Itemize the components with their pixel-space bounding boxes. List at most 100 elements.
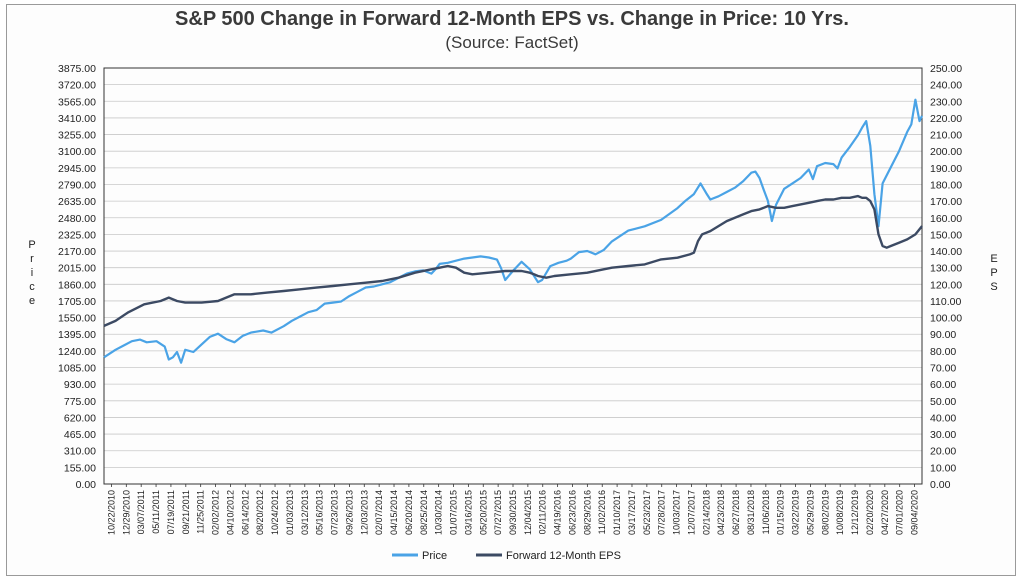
x-tick-label: 11/02/2016: [597, 490, 607, 534]
x-tick-label: 09/04/2020: [910, 490, 920, 535]
y-tick-right: 110.00: [930, 296, 961, 308]
x-tick-label: 12/12/2019: [850, 490, 860, 535]
eps-series-line: [103, 194, 923, 328]
left-axis-title-char: r: [30, 253, 34, 265]
right-axis-title-char: P: [990, 267, 997, 279]
y-tick-right: 20.00: [930, 446, 956, 458]
y-tick-left: 2480.00: [58, 213, 96, 225]
legend-price-label: Price: [422, 550, 447, 562]
y-tick-left: 465.00: [64, 429, 96, 441]
x-tick-label: 09/30/2015: [508, 490, 518, 535]
right-axis-title-char: S: [990, 281, 997, 293]
x-tick-label: 04/27/2020: [880, 490, 890, 535]
x-tick-label: 12/07/2017: [686, 490, 696, 535]
y-tick-left: 155.00: [64, 462, 96, 474]
y-tick-right: 240.00: [930, 80, 962, 92]
x-tick-label: 08/25/2014: [419, 490, 429, 535]
y-tick-left: 775.00: [64, 396, 96, 408]
y-tick-left: 2015.00: [58, 263, 96, 275]
x-tick-label: 07/28/2017: [657, 490, 667, 535]
x-tick-label: 05/16/2013: [315, 490, 325, 535]
x-tick-label: 02/02/2012: [211, 490, 221, 535]
x-tick-label: 03/07/2011: [136, 490, 146, 534]
x-tick-label: 07/19/2011: [166, 490, 176, 534]
x-tick-label: 04/19/2016: [553, 490, 563, 535]
x-tick-label: 06/20/2014: [404, 490, 414, 535]
x-tick-label: 05/23/2017: [642, 490, 652, 535]
y-tick-right: 70.00: [930, 363, 956, 375]
y-tick-right: 90.00: [930, 329, 956, 341]
y-tick-right: 140.00: [930, 246, 962, 258]
y-tick-right: 40.00: [930, 412, 956, 424]
legend-eps-label: Forward 12-Month EPS: [506, 550, 621, 562]
y-tick-right: 30.00: [930, 429, 956, 441]
y-tick-right: 150.00: [930, 229, 962, 241]
left-axis-title-char: i: [31, 267, 33, 279]
x-tick-label: 06/14/2012: [240, 490, 250, 535]
y-tick-left: 0.00: [76, 479, 97, 491]
x-tick-label: 07/01/2020: [895, 490, 905, 535]
y-tick-left: 2325.00: [58, 229, 96, 241]
y-tick-left: 310.00: [64, 446, 96, 458]
y-tick-left: 930.00: [64, 379, 96, 391]
x-tick-label: 07/27/2015: [493, 490, 503, 535]
x-tick-label: 12/03/2013: [359, 490, 369, 535]
x-tick-label: 01/07/2015: [449, 490, 459, 535]
y-tick-left: 2790.00: [58, 179, 96, 191]
x-tick-label: 04/15/2014: [389, 490, 399, 535]
left-y-axis: 0.00 155.00 310.00 465.00 620.00 775.00 930.00…: [58, 63, 96, 491]
y-tick-right: 250.00: [930, 63, 962, 75]
y-tick-right: 160.00: [930, 213, 962, 225]
left-axis-title-char: P: [28, 239, 35, 251]
x-tick-label: 08/02/2019: [820, 490, 830, 535]
y-tick-right: 210.00: [930, 130, 962, 142]
y-tick-left: 3410.00: [58, 113, 96, 125]
chart-subtitle: (Source: FactSet): [445, 33, 579, 52]
y-tick-right: 200.00: [930, 146, 962, 158]
y-tick-right: 230.00: [930, 96, 962, 108]
plot-area: [103, 67, 923, 485]
y-tick-right: 100.00: [930, 313, 962, 325]
y-tick-left: 1240.00: [58, 346, 96, 358]
x-tick-label: 03/17/2017: [627, 490, 637, 535]
x-tick-label: 04/10/2012: [225, 490, 235, 535]
y-tick-right: 10.00: [930, 462, 956, 474]
x-tick-label: 11/06/2018: [761, 490, 771, 534]
y-tick-right: 60.00: [930, 379, 956, 391]
y-tick-left: 3875.00: [58, 63, 96, 75]
right-axis-title-char: E: [990, 253, 997, 265]
x-tick-label: 01/03/2013: [285, 490, 295, 535]
series-lines: [103, 98, 923, 364]
legend: Price Forward 12-Month EPS: [392, 550, 621, 562]
x-tick-label: 02/20/2020: [865, 490, 875, 535]
x-tick-label: 10/22/2010: [106, 490, 116, 535]
y-tick-left: 1550.00: [58, 313, 96, 325]
x-tick-label: 10/03/2017: [672, 490, 682, 535]
y-tick-left: 1860.00: [58, 279, 96, 291]
x-tick-label: 10/30/2014: [434, 490, 444, 535]
x-tick-label: 08/31/2018: [746, 490, 756, 535]
gridlines: [104, 67, 922, 485]
left-axis-title: Price: [28, 239, 35, 307]
x-tick-label: 12/04/2015: [523, 490, 533, 535]
y-tick-left: 2945.00: [58, 163, 96, 175]
y-tick-right: 50.00: [930, 396, 956, 408]
y-tick-left: 2635.00: [58, 196, 96, 208]
x-tick-label: 06/27/2018: [731, 490, 741, 535]
x-tick-label: 10/08/2019: [835, 490, 845, 535]
chart-frame: [6, 4, 1016, 576]
y-tick-left: 620.00: [64, 412, 96, 424]
x-tick-label: 11/25/2011: [196, 490, 206, 534]
right-axis-title: EPS: [990, 253, 997, 293]
y-tick-left: 1085.00: [58, 363, 96, 375]
y-tick-left: 3255.00: [58, 130, 96, 142]
x-tick-label: 12/29/2010: [121, 490, 131, 535]
y-tick-right: 180.00: [930, 179, 962, 191]
left-axis-title-char: c: [29, 281, 35, 293]
x-tick-label: 02/07/2014: [374, 490, 384, 535]
right-y-axis: 0.00 10.00 20.00 30.00 40.00 50.00 60.00 70.00 8…: [930, 63, 962, 491]
x-tick-label: 09/21/2011: [181, 490, 191, 534]
x-tick-label: 08/29/2016: [582, 490, 592, 535]
y-tick-right: 220.00: [930, 113, 962, 125]
